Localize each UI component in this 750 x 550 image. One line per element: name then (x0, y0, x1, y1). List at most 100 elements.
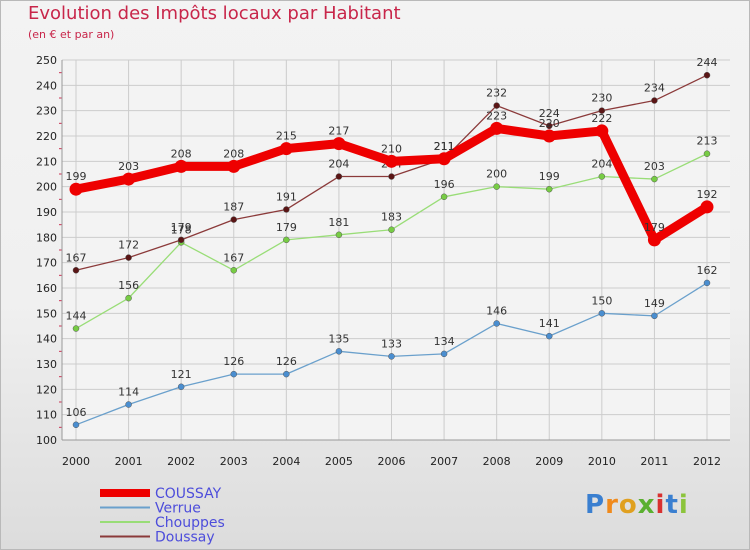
x-tick-label: 2011 (640, 455, 668, 468)
data-label: 204 (591, 158, 612, 171)
data-point (388, 173, 395, 180)
data-label: 220 (539, 117, 560, 130)
data-point (283, 206, 290, 213)
data-label: 215 (276, 130, 297, 143)
data-point (230, 267, 237, 274)
y-tick-label: 160 (36, 282, 57, 295)
data-point (388, 226, 395, 233)
data-label: 230 (591, 92, 612, 105)
data-point (335, 348, 343, 355)
data-point (440, 350, 448, 358)
data-point (177, 383, 185, 391)
data-point (703, 279, 711, 287)
y-tick-label: 120 (36, 383, 57, 396)
data-label: 178 (171, 223, 192, 236)
data-label: 172 (118, 239, 139, 252)
data-point (125, 294, 132, 302)
data-label: 192 (697, 188, 718, 201)
data-label: 213 (697, 135, 718, 148)
data-label: 114 (118, 386, 139, 399)
plot-area (62, 60, 730, 440)
data-label: 210 (381, 142, 402, 155)
data-label: 135 (328, 332, 349, 345)
data-label: 106 (66, 406, 87, 419)
axes: 1001101201301401501601701801902002102202… (36, 54, 730, 468)
data-label: 134 (434, 335, 455, 348)
data-point (230, 216, 237, 223)
y-tick-label: 110 (36, 409, 57, 422)
x-tick-label: 2003 (220, 455, 248, 468)
data-label: 208 (223, 147, 244, 160)
data-point (177, 236, 185, 244)
data-label: 183 (381, 211, 402, 224)
data-point (703, 150, 711, 157)
data-label: 200 (486, 168, 507, 181)
data-point (493, 102, 500, 109)
data-label: 187 (223, 201, 244, 214)
data-point (125, 401, 132, 408)
data-label: 211 (434, 140, 455, 153)
logo-letter: r (605, 490, 619, 520)
y-tick-label: 100 (36, 434, 57, 447)
x-tick-label: 2010 (588, 455, 616, 468)
legend-label-coussay: COUSSAY (155, 486, 222, 502)
data-point (542, 129, 556, 143)
data-point (651, 312, 658, 320)
x-tick-label: 2006 (378, 455, 406, 468)
x-tick-label: 2009 (535, 455, 563, 468)
y-tick-label: 150 (36, 307, 57, 320)
logo-letter: x (637, 490, 656, 520)
data-label: 179 (171, 221, 192, 234)
logo-letter: P (585, 490, 606, 520)
data-label: 244 (697, 56, 718, 69)
y-tick-label: 130 (36, 358, 57, 371)
data-label: 126 (276, 355, 297, 368)
data-label: 217 (328, 125, 349, 138)
data-point (647, 233, 661, 247)
data-point (437, 152, 451, 166)
data-label: 162 (697, 264, 718, 277)
y-tick-label: 230 (36, 105, 57, 118)
x-tick-label: 2002 (167, 455, 195, 468)
data-point (651, 97, 658, 104)
y-tick-label: 210 (36, 155, 57, 168)
data-label: 191 (276, 190, 297, 203)
legend-label-doussay: Doussay (155, 530, 215, 546)
chart-subtitle: (en € et par an) (28, 28, 115, 41)
data-point (122, 172, 136, 186)
data-point (69, 182, 83, 196)
data-point (335, 173, 343, 180)
data-point (279, 142, 293, 156)
y-tick-label: 250 (36, 54, 57, 67)
series-coussay: 199 203 208 208 215 217 210 211 223 220 222 179 192 (66, 109, 718, 247)
data-label: 150 (591, 294, 612, 307)
legend-label-verrue: Verrue (155, 501, 201, 517)
data-point (283, 236, 290, 244)
x-tick-label: 2005 (325, 455, 353, 468)
logo-letter: i (655, 490, 666, 520)
data-point (440, 193, 448, 201)
data-label: 234 (644, 82, 665, 95)
y-tick-label: 240 (36, 79, 57, 92)
x-tick-label: 2008 (483, 455, 511, 468)
data-point (700, 200, 714, 214)
data-point (72, 325, 80, 332)
y-tick-label: 140 (36, 333, 57, 346)
logo-letter: t (665, 490, 679, 520)
data-point (493, 183, 500, 190)
data-label: 121 (171, 368, 192, 381)
data-point (651, 175, 658, 183)
data-label: 203 (644, 160, 665, 173)
data-point (598, 107, 606, 114)
data-point (227, 159, 241, 173)
data-point (230, 370, 237, 378)
data-point (490, 121, 504, 135)
data-label: 196 (434, 178, 455, 191)
data-label: 179 (644, 221, 665, 234)
data-label: 156 (118, 279, 139, 292)
data-label: 144 (66, 310, 87, 323)
x-tick-label: 2012 (693, 455, 721, 468)
data-label: 149 (644, 297, 665, 310)
x-tick-label: 2007 (430, 455, 458, 468)
